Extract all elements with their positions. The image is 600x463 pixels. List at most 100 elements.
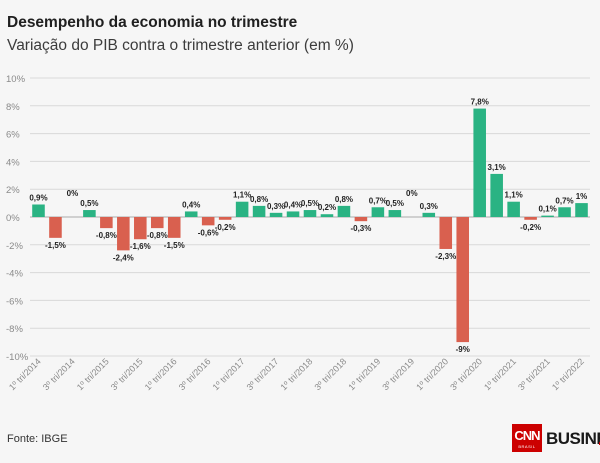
data-label: 0,5% — [80, 199, 98, 208]
data-label: 1,1% — [233, 191, 251, 200]
data-label: -1,5% — [45, 241, 66, 250]
bar — [134, 217, 147, 240]
bar — [354, 217, 368, 222]
cnn-logo-box: CNN — [512, 424, 542, 452]
cnn-logo-subtext: BRASIL — [518, 444, 536, 449]
bar — [575, 203, 588, 217]
bar — [252, 205, 266, 217]
data-label: -0,6% — [198, 228, 219, 237]
business-wordmark: BUSINESS — [546, 429, 600, 448]
bar — [218, 217, 232, 220]
chart-subtitle: Variação do PIB contra o trimestre anter… — [7, 37, 354, 54]
x-tick-label: 1º tri/2019 — [346, 356, 382, 392]
y-tick-label: 8% — [6, 102, 20, 113]
bar — [167, 217, 181, 238]
bar — [100, 217, 113, 229]
x-tick-label: 3º tri/2021 — [516, 356, 552, 392]
data-label: -2,3% — [435, 252, 456, 261]
y-axis-ticks: 10% 8% 6% 4% 2% 0% -2% -4% -6% -8% -10% — [6, 74, 29, 363]
data-label: 0,2% — [318, 203, 336, 212]
bar — [269, 212, 283, 217]
bar — [184, 211, 198, 217]
source-note: Fonte: IBGE — [7, 433, 68, 445]
bar — [371, 207, 385, 217]
bar — [456, 217, 470, 343]
x-tick-label: 1º tri/2020 — [414, 356, 450, 392]
y-tick-label: 6% — [6, 130, 20, 141]
bar — [422, 212, 436, 217]
bar — [320, 214, 334, 217]
bar — [235, 201, 249, 217]
data-label: 0,8% — [335, 195, 353, 204]
bar — [490, 173, 503, 217]
data-label: -0,8% — [96, 231, 117, 240]
bar — [201, 217, 215, 226]
data-label: -0,8% — [147, 231, 168, 240]
data-label: 7,8% — [471, 98, 489, 107]
data-label: -1,6% — [130, 242, 151, 251]
data-label: 0,3% — [267, 202, 285, 211]
bars — [32, 108, 588, 343]
bar — [117, 217, 130, 251]
x-tick-label: 1º tri/2022 — [550, 356, 586, 392]
y-tick-label: -8% — [6, 324, 23, 335]
y-tick-label: -10% — [6, 352, 29, 363]
x-tick-label: 3º tri/2016 — [177, 356, 213, 392]
x-tick-label: 1º tri/2018 — [278, 356, 314, 392]
x-tick-label: 3º tri/2019 — [380, 356, 416, 392]
y-tick-label: -6% — [6, 296, 23, 307]
data-label: -1,5% — [164, 241, 185, 250]
x-tick-label: 1º tri/2016 — [143, 356, 179, 392]
x-tick-label: 3º tri/2018 — [312, 356, 348, 392]
data-label: 0% — [406, 189, 418, 198]
y-tick-label: -4% — [6, 269, 23, 280]
bar — [32, 204, 45, 217]
data-label: 0,5% — [301, 199, 319, 208]
data-label: -0,2% — [215, 223, 236, 232]
data-label: 0,5% — [386, 199, 404, 208]
y-tick-label: 10% — [6, 74, 26, 85]
bar — [524, 217, 537, 220]
data-label: 0,1% — [538, 205, 556, 214]
y-tick-label: 0% — [6, 213, 20, 224]
gridlines — [30, 77, 590, 357]
chart-title: Desempenho da economia no trimestre — [7, 14, 298, 31]
data-label: 1% — [576, 192, 588, 201]
bar — [439, 217, 453, 249]
bar — [49, 217, 62, 238]
x-tick-label: 1º tri/2015 — [75, 356, 111, 392]
x-tick-label: 3º tri/2015 — [109, 356, 145, 392]
data-label: 3,1% — [488, 163, 506, 172]
bar — [541, 215, 554, 217]
data-label: 0,8% — [250, 195, 268, 204]
y-tick-label: 4% — [6, 157, 20, 168]
bar — [388, 210, 402, 217]
bar — [558, 207, 571, 217]
bar — [150, 217, 164, 229]
data-label: 1,1% — [505, 191, 523, 200]
bar — [303, 210, 317, 217]
x-tick-label: 3º tri/2014 — [41, 356, 77, 392]
data-label: -0,3% — [350, 224, 371, 233]
x-tick-label: 1º tri/2017 — [211, 356, 247, 392]
data-label: -2,4% — [113, 253, 134, 262]
x-tick-label: 3º tri/2017 — [245, 356, 281, 392]
data-labels: 0,9%-1,5%0%0,5%-0,8%-2,4%-1,6%-0,8%-1,5%… — [29, 98, 587, 355]
bar — [507, 201, 520, 217]
x-tick-label: 3º tri/2020 — [448, 356, 484, 392]
data-label: -0,2% — [520, 223, 541, 232]
bar — [473, 108, 486, 217]
bar — [83, 210, 96, 217]
bar — [337, 205, 351, 217]
data-label: 0,4% — [182, 200, 200, 209]
y-tick-label: -2% — [6, 241, 23, 252]
bar — [286, 211, 300, 217]
data-label: 0,7% — [369, 196, 387, 205]
data-label: 0,9% — [29, 193, 47, 202]
data-label: 0,3% — [420, 202, 438, 211]
data-label: -9% — [456, 345, 470, 354]
x-tick-label: 1º tri/2021 — [482, 356, 518, 392]
